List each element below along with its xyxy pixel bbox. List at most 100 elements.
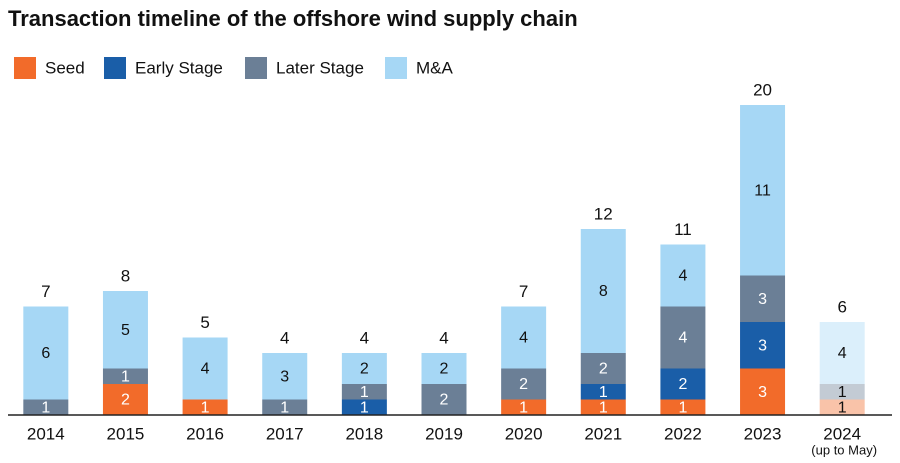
bar-segment [819, 399, 865, 415]
segment-label: 2 [360, 361, 369, 378]
bar-segment [182, 337, 228, 400]
bar-group [262, 353, 308, 415]
segment-label: 1 [41, 399, 50, 416]
bar-segment [262, 399, 308, 415]
segment-label: 2 [440, 392, 449, 409]
bar-segment [262, 353, 308, 400]
bar-group [819, 322, 865, 415]
segment-label: 1 [599, 399, 608, 416]
segment-label: 1 [201, 399, 210, 416]
chart-title: Transaction timeline of the offshore win… [8, 6, 578, 31]
total-label: 12 [594, 204, 613, 223]
segment-label: 1 [599, 384, 608, 401]
bar-segment [660, 244, 706, 307]
segment-label: 8 [599, 283, 608, 300]
legend-swatch [104, 57, 126, 79]
bar-segment [580, 353, 626, 384]
x-tick-label: 2015 [107, 424, 145, 443]
segment-label: 1 [360, 384, 369, 401]
total-label: 4 [439, 328, 448, 347]
bar-segment [819, 384, 865, 400]
x-tick-label: 2022 [664, 424, 702, 443]
bar-segment [660, 368, 706, 400]
bar-group [580, 229, 626, 415]
bar-segment [102, 384, 148, 415]
segment-label: 1 [838, 399, 847, 416]
segment-label: 1 [280, 399, 289, 416]
segment-label: 1 [678, 399, 687, 416]
x-tick-label: 2016 [186, 424, 224, 443]
bar-group [740, 105, 786, 415]
total-label: 5 [200, 313, 209, 332]
segment-label: 4 [678, 330, 687, 347]
bar-segment [580, 229, 626, 353]
bar-segment [740, 105, 786, 276]
bar-segment [102, 368, 148, 384]
total-label: 4 [360, 328, 369, 347]
x-tick-label: 2019 [425, 424, 463, 443]
segment-label: 4 [678, 268, 687, 285]
bar-segment [23, 306, 69, 400]
bar-group [660, 244, 706, 415]
bar-segment [740, 368, 786, 415]
legend-swatch [14, 57, 36, 79]
bar-segment [501, 399, 547, 415]
total-label: 4 [280, 328, 289, 347]
x-tick-label: 2021 [584, 424, 622, 443]
segment-label: 2 [121, 392, 130, 409]
x-tick-note: (up to May) [811, 442, 877, 457]
bar-segment [660, 399, 706, 415]
x-tick-label: 2014 [27, 424, 65, 443]
segment-label: 2 [678, 376, 687, 393]
total-label: 20 [753, 80, 772, 99]
segment-label: 3 [758, 337, 767, 354]
bar-group [421, 353, 467, 415]
bar-segment [660, 306, 706, 369]
segment-label: 1 [360, 399, 369, 416]
total-label: 8 [121, 266, 130, 285]
bar-segment [740, 275, 786, 322]
segment-label: 5 [121, 322, 130, 339]
x-tick-label: 2018 [345, 424, 383, 443]
segment-label: 2 [519, 376, 528, 393]
x-tick-label: 2024 [823, 424, 861, 443]
bar-group [102, 291, 148, 415]
bar-segment [421, 384, 467, 415]
bar-segment [740, 322, 786, 369]
segment-label: 1 [519, 399, 528, 416]
bar-group [23, 306, 69, 415]
segment-label: 6 [41, 345, 50, 362]
bar-segment [501, 368, 547, 400]
bar-segment [580, 384, 626, 400]
bar-segment [102, 291, 148, 369]
segment-label: 2 [440, 361, 449, 378]
legend-label: Later Stage [276, 58, 364, 77]
legend-label: Early Stage [135, 58, 223, 77]
segment-label: 4 [201, 361, 210, 378]
bar-group [501, 306, 547, 415]
bar-segment [819, 322, 865, 384]
legend-label: Seed [45, 58, 85, 77]
bar-segment [580, 399, 626, 415]
total-label: 7 [41, 282, 50, 301]
bar-segment [23, 399, 69, 415]
bar-group [341, 353, 387, 415]
bar-segment [182, 399, 228, 415]
bar-segment [341, 353, 387, 384]
segment-label: 1 [838, 384, 847, 401]
legend-swatch [385, 57, 407, 79]
legend-swatch [245, 57, 267, 79]
segment-label: 1 [121, 368, 130, 385]
x-tick-label: 2023 [744, 424, 782, 443]
x-tick-label: 2017 [266, 424, 304, 443]
total-label: 11 [674, 220, 692, 239]
segment-label: 4 [519, 330, 528, 347]
bar-segment [341, 384, 387, 400]
bar-segment [421, 353, 467, 384]
segment-label: 3 [280, 368, 289, 385]
bar-segment [341, 399, 387, 415]
legend-label: M&A [416, 58, 454, 77]
bar-segment [501, 306, 547, 369]
segment-label: 3 [758, 291, 767, 308]
